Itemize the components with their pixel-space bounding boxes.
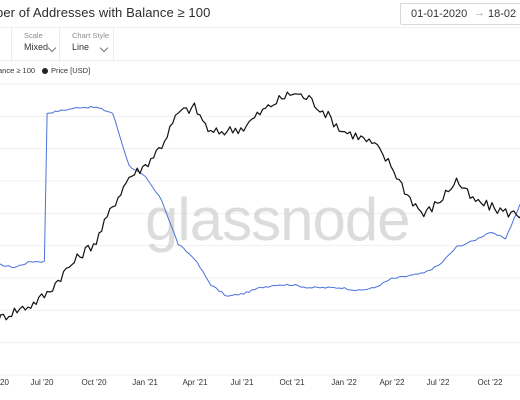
series-line-addresses[interactable]	[0, 105, 520, 297]
series-line-price[interactable]	[0, 91, 520, 323]
date-range-picker[interactable]: 01-01-2020 → 18-02	[400, 3, 520, 25]
series-layer	[0, 91, 520, 323]
chart-area[interactable]: glassnode 20 Jul '20 Oct '20 Jan '21 Apr '21…	[0, 80, 520, 400]
legend-item-addresses[interactable]: ance ≥ 100	[0, 66, 35, 75]
x-tick-label: Jan '22	[331, 378, 357, 387]
x-tick-label: Oct '20	[81, 378, 107, 387]
resolution-select[interactable]	[0, 28, 12, 60]
x-tick-label: Jul '22	[427, 378, 450, 387]
scale-select-value: Mixed	[24, 42, 49, 52]
x-tick-label: Jan '21	[132, 378, 158, 387]
legend-item-price[interactable]: Price [USD]	[42, 66, 90, 75]
x-tick-label: Jul '21	[231, 378, 254, 387]
legend-label-price: Price [USD]	[51, 66, 91, 75]
x-tick-label: Apr '21	[182, 378, 208, 387]
chevron-down-icon	[99, 43, 109, 53]
x-axis: 20 Jul '20 Oct '20 Jan '21 Apr '21 Jul '21 Oct…	[0, 378, 503, 387]
scale-select[interactable]: Scale Mixed	[14, 28, 60, 60]
grid-lines	[0, 83, 520, 376]
legend-dot-icon	[42, 68, 48, 74]
x-tick-label: 20	[0, 378, 9, 387]
x-tick-label: Apr '22	[379, 378, 405, 387]
x-tick-label: Oct '22	[477, 378, 503, 387]
legend-label-addresses: ance ≥ 100	[0, 66, 36, 75]
date-start-input[interactable]: 01-01-2020	[411, 8, 468, 20]
chart-controls-bar: Scale Mixed Chart Style Line	[0, 27, 520, 61]
chart-style-select-label: Chart Style	[72, 31, 110, 40]
x-tick-label: Jul '20	[31, 378, 54, 387]
page-title: ber of Addresses with Balance ≥ 100	[0, 5, 211, 20]
watermark-logo: glassnode	[145, 186, 410, 253]
date-end-input[interactable]: 18-02	[488, 8, 517, 20]
date-arrow-icon: →	[474, 7, 485, 19]
x-tick-label: Oct '21	[279, 378, 305, 387]
scale-select-label: Scale	[24, 31, 43, 40]
line-chart[interactable]: glassnode 20 Jul '20 Oct '20 Jan '21 Apr '21…	[0, 80, 520, 400]
chevron-down-icon	[47, 43, 57, 53]
chart-style-select[interactable]: Chart Style Line	[62, 28, 114, 60]
chart-style-select-value: Line	[72, 42, 90, 52]
